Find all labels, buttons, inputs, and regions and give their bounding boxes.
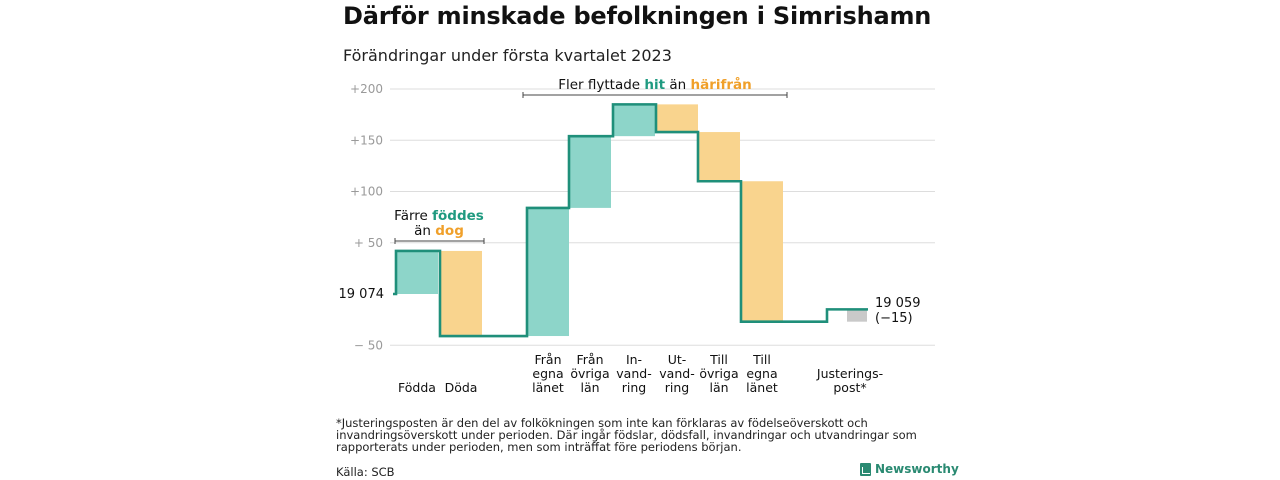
step-line (393, 103, 868, 338)
y-tick-label: +100 (350, 185, 383, 199)
bar-5 (656, 104, 698, 133)
x-tick-label: Till (709, 352, 728, 367)
x-tick-label: länet (746, 380, 778, 395)
annotation-migration: Fler flyttade hit än härifrån (558, 76, 752, 93)
x-tick-label: Till (752, 352, 771, 367)
newsworthy-icon (860, 462, 871, 476)
bar-7 (741, 181, 783, 322)
chart-subtitle: Förändringar under första kvartalet 2023 (343, 46, 672, 65)
x-tick-label: Från (534, 352, 561, 367)
end-change-label: (−15) (875, 311, 913, 326)
bar-0 (396, 250, 438, 294)
bar-2 (527, 207, 569, 337)
y-tick-label: − 50 (354, 338, 383, 352)
footnote: *Justeringsposten är den del av folkökni… (336, 416, 917, 454)
x-tick-label: vand- (616, 366, 651, 381)
x-tick-label: län (709, 380, 728, 395)
bar-3 (569, 136, 611, 208)
x-tick-label: län (580, 380, 599, 395)
annotation-births-deaths-line2: än dog (414, 223, 464, 239)
x-tick-label: Från (576, 352, 603, 367)
annotation-births-deaths: Färre föddes (394, 208, 484, 224)
x-tick-label: Ut- (668, 352, 687, 367)
x-tick-label: övriga (570, 366, 609, 381)
x-tick-label: Justerings- (816, 366, 883, 381)
x-tick-label: egna (532, 366, 563, 381)
x-tick-label: ring (622, 380, 646, 395)
x-tick-label: vand- (659, 366, 694, 381)
x-tick-label: Födda (398, 380, 436, 395)
brand-logo[interactable]: Newsworthy (860, 462, 959, 476)
bar-8 (847, 309, 867, 322)
y-tick-label: + 50 (354, 236, 383, 250)
y-tick-label: +200 (350, 82, 383, 96)
start-value-label: 19 074 (339, 287, 385, 302)
x-tick-label: Döda (445, 380, 478, 395)
x-tick-label: övriga (699, 366, 738, 381)
x-tick-label: In- (626, 352, 642, 367)
end-value-label: 19 059 (875, 296, 921, 311)
brand-label: Newsworthy (875, 462, 959, 476)
y-tick-label: +150 (350, 133, 383, 147)
x-tick-label: ring (665, 380, 689, 395)
bar-1 (440, 250, 482, 337)
source-note: Källa: SCB (336, 465, 395, 479)
bar-6 (698, 132, 740, 182)
x-tick-label: länet (532, 380, 564, 395)
bar-4 (613, 104, 655, 137)
x-tick-label: egna (746, 366, 777, 381)
chart-title: Därför minskade befolkningen i Simrisham… (343, 2, 932, 30)
x-tick-label: post* (833, 380, 866, 395)
